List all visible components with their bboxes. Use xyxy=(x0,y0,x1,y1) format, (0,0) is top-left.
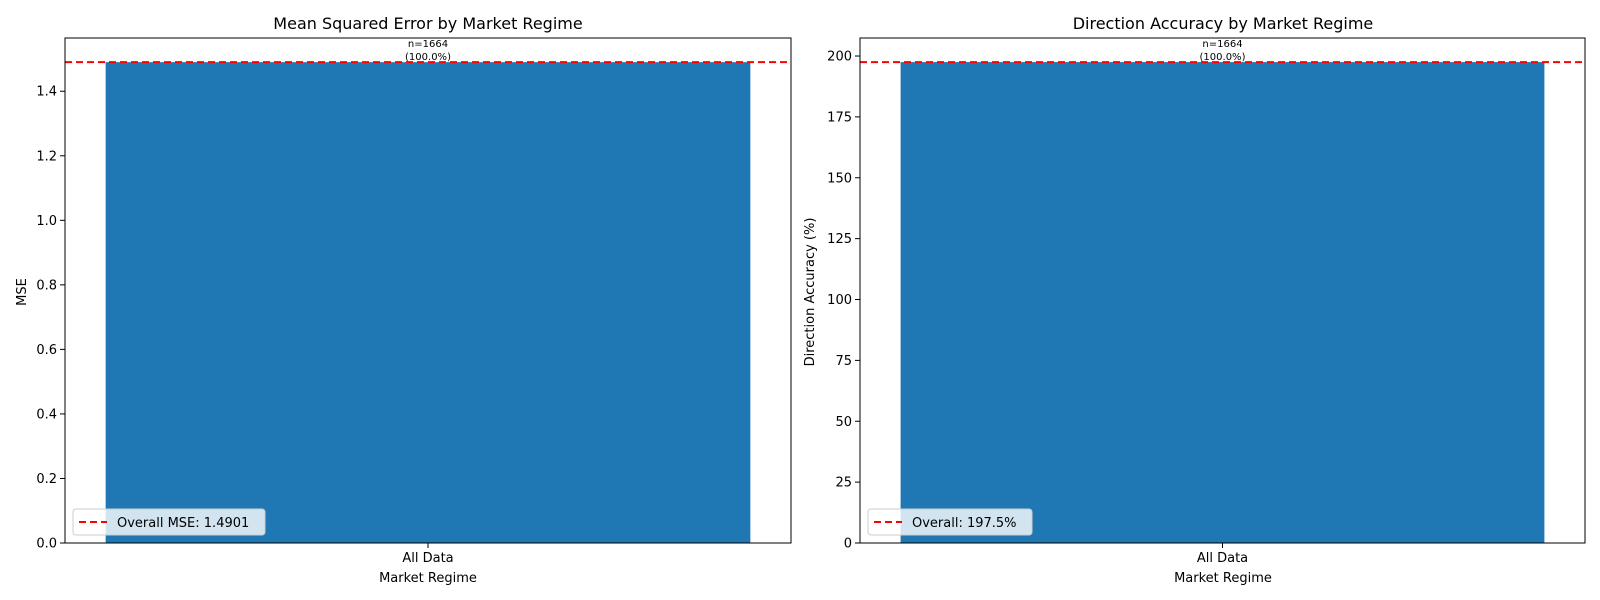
y-tick-label: 0.6 xyxy=(36,343,57,358)
y-tick-label: 50 xyxy=(835,415,852,430)
x-axis-label: Market Regime xyxy=(1174,571,1272,586)
y-tick-label: 100 xyxy=(827,293,852,308)
y-tick-label: 125 xyxy=(827,232,852,247)
y-tick-label: 0.8 xyxy=(36,278,57,293)
axes-frame xyxy=(64,37,792,544)
bar xyxy=(105,62,751,544)
bar xyxy=(900,62,1545,544)
bar-count-label: n=1664 xyxy=(408,39,448,50)
x-axis-label: Market Regime xyxy=(379,571,477,586)
y-tick-label: 1.4 xyxy=(36,85,57,100)
y-tick-label: 150 xyxy=(827,171,852,186)
y-tick-label: 200 xyxy=(827,50,852,65)
mse-chart: Mean Squared Error by Market Regime MSE … xyxy=(15,14,792,586)
legend-box xyxy=(72,508,266,536)
y-axis-label: Direction Accuracy (%) xyxy=(803,218,818,367)
chart-title: Mean Squared Error by Market Regime xyxy=(273,14,582,33)
y-tick-label: 0.2 xyxy=(36,472,57,487)
bar-percent-label: (100.0%) xyxy=(405,52,451,63)
legend-label: Overall MSE: 1.4901 xyxy=(117,516,249,531)
y-tick-label: 0.0 xyxy=(36,537,57,552)
chart-title: Direction Accuracy by Market Regime xyxy=(1073,14,1374,33)
axes-frame xyxy=(859,37,1586,544)
legend-label: Overall: 197.5% xyxy=(912,516,1017,531)
y-tick-label: 1.0 xyxy=(36,214,57,229)
y-tick-label: 75 xyxy=(835,354,852,369)
y-tick-label: 1.2 xyxy=(36,149,57,164)
bar-count-label: n=1664 xyxy=(1202,39,1242,50)
y-tick-label: 25 xyxy=(835,476,852,491)
direction-accuracy-chart: Direction Accuracy by Market Regime Dire… xyxy=(803,14,1586,586)
legend-box xyxy=(867,508,1033,536)
bar-percent-label: (100.0%) xyxy=(1200,52,1246,63)
y-tick-label: 175 xyxy=(827,110,852,125)
y-tick-label: 0.4 xyxy=(36,407,57,422)
y-axis-label: MSE xyxy=(15,278,30,306)
y-tick-label: 0 xyxy=(844,537,852,552)
x-tick-label: All Data xyxy=(1197,551,1248,566)
x-tick-label: All Data xyxy=(402,551,453,566)
